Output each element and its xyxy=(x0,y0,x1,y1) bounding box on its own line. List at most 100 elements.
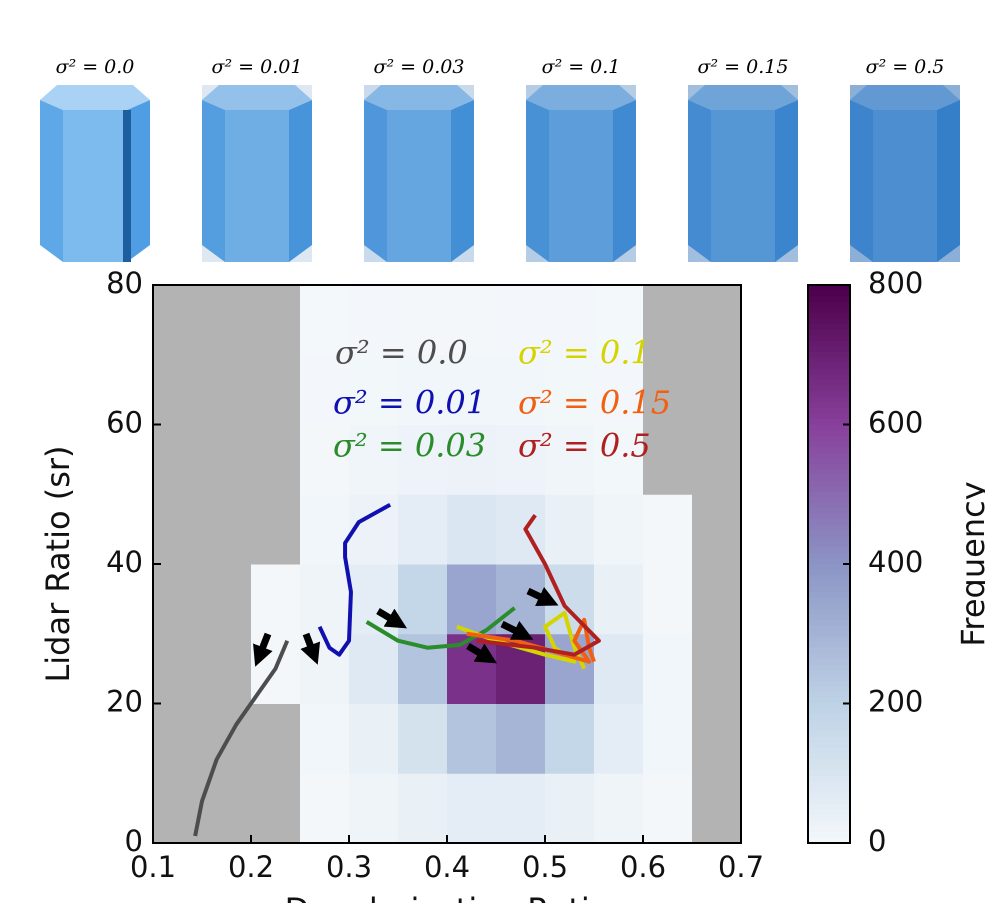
heat-cell xyxy=(447,564,497,634)
heat-cell xyxy=(202,355,252,425)
colorbar-step xyxy=(808,770,850,776)
legend-entry: σ² = 0.15 xyxy=(518,384,671,422)
heat-cell xyxy=(545,494,595,564)
panel-label: σ² = 0.0 xyxy=(56,56,135,78)
x-tick-label: 0.4 xyxy=(424,850,470,884)
colorbar-step xyxy=(808,363,850,369)
prism xyxy=(364,85,474,262)
y-axis-label: Lidar Ratio (sr) xyxy=(39,445,77,682)
colorbar-step xyxy=(808,464,850,470)
colorbar-label: Frequency xyxy=(954,481,985,646)
legend-entry: σ² = 0.0 xyxy=(335,334,468,372)
colorbar-tick-label: 200 xyxy=(868,685,923,719)
colorbar-step xyxy=(808,514,850,520)
y-tick-label: 0 xyxy=(125,824,143,858)
colorbar-step xyxy=(808,542,850,548)
heat-cell xyxy=(692,425,742,495)
heat-cell xyxy=(643,494,693,564)
colorbar-step xyxy=(808,810,850,816)
panel-label: σ² = 0.03 xyxy=(374,56,465,78)
colorbar-step xyxy=(808,664,850,670)
colorbar-step xyxy=(808,832,850,838)
colorbar-step xyxy=(808,804,850,810)
colorbar-step xyxy=(808,614,850,620)
heat-cell xyxy=(594,704,644,774)
legend-entry: σ² = 0.01 xyxy=(333,384,486,422)
colorbar-step xyxy=(808,346,850,352)
colorbar-step xyxy=(808,475,850,481)
colorbar-step xyxy=(808,302,850,308)
prism-top xyxy=(40,85,150,110)
colorbar-step xyxy=(808,793,850,799)
prism xyxy=(850,85,960,262)
colorbar-step xyxy=(808,759,850,765)
colorbar-step xyxy=(808,715,850,721)
colorbar-step xyxy=(808,547,850,553)
colorbar-step xyxy=(808,335,850,341)
heat-cell xyxy=(398,564,448,634)
colorbar-step xyxy=(808,525,850,531)
colorbar-step xyxy=(808,458,850,464)
heat-cell xyxy=(545,704,595,774)
colorbar-step xyxy=(808,575,850,581)
heat-cell xyxy=(349,634,399,704)
prism xyxy=(202,85,312,262)
colorbar-step xyxy=(808,642,850,648)
colorbar-step xyxy=(808,324,850,330)
colorbar-step xyxy=(808,653,850,659)
colorbar-step xyxy=(808,508,850,514)
colorbar-step xyxy=(808,430,850,436)
heat-cell xyxy=(692,773,742,843)
colorbar-step xyxy=(808,620,850,626)
prism xyxy=(526,85,636,262)
colorbar-step xyxy=(808,452,850,458)
colorbar-step xyxy=(808,681,850,687)
heat-cell xyxy=(447,494,497,564)
heat-cell xyxy=(251,704,301,774)
heat-cell xyxy=(349,773,399,843)
colorbar-step xyxy=(808,765,850,771)
colorbar-step xyxy=(808,743,850,749)
prism-edge xyxy=(123,110,131,262)
colorbar-step xyxy=(808,586,850,592)
heat-cell xyxy=(251,355,301,425)
heat-cell xyxy=(153,425,203,495)
prism xyxy=(688,85,798,262)
colorbar-step xyxy=(808,374,850,380)
heat-cell xyxy=(153,704,203,774)
heat-cell xyxy=(692,494,742,564)
colorbar-step xyxy=(808,815,850,821)
heat-cell xyxy=(251,494,301,564)
heat-cell xyxy=(447,773,497,843)
panel-label: σ² = 0.5 xyxy=(866,56,945,78)
prism-texture xyxy=(202,85,312,262)
colorbar-step xyxy=(808,436,850,442)
heat-cell xyxy=(398,773,448,843)
colorbar-step xyxy=(808,687,850,693)
heat-cell xyxy=(300,494,350,564)
colorbar-step xyxy=(808,358,850,364)
colorbar-step xyxy=(808,570,850,576)
colorbar-step xyxy=(808,469,850,475)
x-tick-label: 0.2 xyxy=(228,850,274,884)
heat-cell xyxy=(496,704,546,774)
heat-cell xyxy=(594,773,644,843)
colorbar-step xyxy=(808,659,850,665)
heat-cell xyxy=(496,773,546,843)
colorbar-step xyxy=(808,447,850,453)
colorbar-step xyxy=(808,648,850,654)
heat-cell xyxy=(251,285,301,355)
colorbar-step xyxy=(808,318,850,324)
heat-cell xyxy=(202,634,252,704)
heat-cell xyxy=(202,285,252,355)
colorbar-step xyxy=(808,581,850,587)
prism-front xyxy=(63,110,127,262)
colorbar-step xyxy=(808,637,850,643)
heat-cell xyxy=(251,564,301,634)
colorbar-step xyxy=(808,480,850,486)
colorbar-step xyxy=(808,519,850,525)
prism-texture xyxy=(688,85,798,262)
colorbar-step xyxy=(808,536,850,542)
prism-texture xyxy=(526,85,636,262)
legend-entry: σ² = 0.1 xyxy=(518,334,651,372)
